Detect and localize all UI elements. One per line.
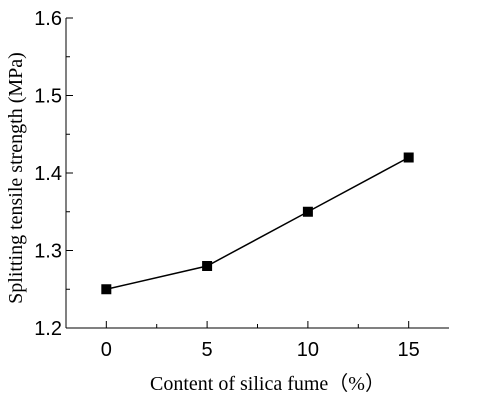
- y-tick-label: 1.5: [34, 86, 62, 108]
- y-tick-label: 1.4: [34, 163, 62, 185]
- y-tick-label: 1.2: [34, 318, 62, 340]
- x-tick-label: 5: [202, 339, 213, 361]
- x-tick-label: 15: [398, 339, 420, 361]
- axes: [65, 18, 449, 329]
- series-layer: [101, 152, 414, 295]
- data-point-marker: [302, 206, 313, 217]
- y-axis-title: Splitting tensile strength (MPa): [5, 52, 27, 304]
- y-tick-label: 1.3: [34, 241, 62, 263]
- x-axis-title: Content of silica fume（%）: [150, 372, 385, 395]
- data-point-marker: [403, 152, 414, 163]
- data-point-marker: [101, 284, 112, 295]
- ticks: 1.2 1.3 1.4 1.5 1.6 0 5 10 15: [34, 8, 420, 361]
- series-line: [106, 156, 410, 290]
- x-tick-label: 0: [101, 339, 112, 361]
- data-point-marker: [202, 261, 213, 271]
- y-tick-label: 1.6: [34, 8, 62, 30]
- x-tick-label: 10: [297, 339, 319, 361]
